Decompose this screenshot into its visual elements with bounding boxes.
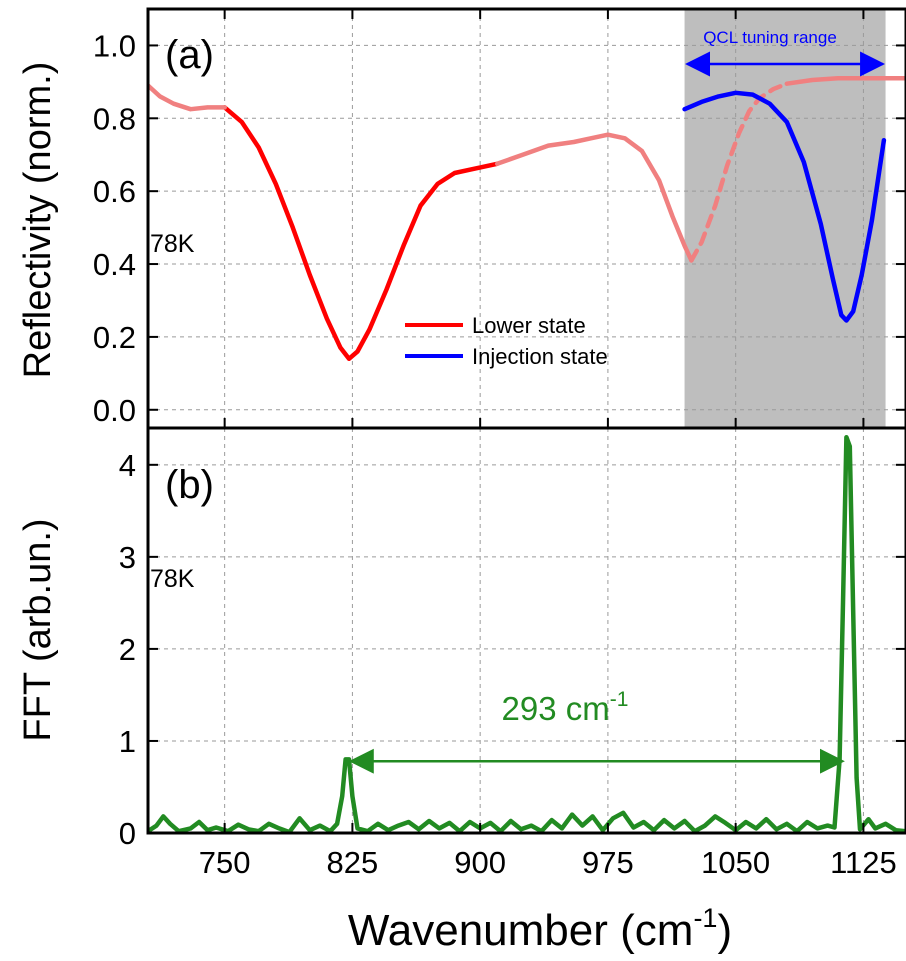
y-ticks-a: 0.0 0.2 0.4 0.6 0.8 1.0 xyxy=(93,28,906,428)
spacing-annotation: 293 cm-1 xyxy=(502,688,629,727)
x-tick-label-825: 825 xyxy=(327,845,379,880)
y-tick-label-a-0-4: 0.4 xyxy=(93,247,136,282)
x-axis-label: Wavenumber (cm-1) xyxy=(348,903,732,955)
y-tick-label-a-0-0: 0.0 xyxy=(93,393,136,428)
grid-a xyxy=(148,9,906,428)
series-line-a-segment-3 xyxy=(689,81,790,263)
y-tick-label-b-3: 3 xyxy=(119,540,136,575)
y-tick-label-a-0-6: 0.6 xyxy=(93,174,136,209)
y-tick-label-b-2: 2 xyxy=(119,632,136,667)
x-axis-label-main: Wavenumber (cm xyxy=(348,906,694,955)
y-tick-label-a-0-2: 0.2 xyxy=(93,320,136,355)
legend-label-lower-state: Lower state xyxy=(472,313,586,338)
qcl-tuning-range-label: QCL tuning range xyxy=(703,28,837,47)
x-ticks: 750 825 900 975 1050 1125 xyxy=(199,9,897,880)
y-axis-label-b: FFT (arb.un.) xyxy=(17,518,59,741)
series-a xyxy=(148,75,906,362)
y-tick-label-a-0-8: 0.8 xyxy=(93,101,136,136)
panel-a: 0.0 0.2 0.4 0.6 0.8 1.0 (a) 78K QCL tuning ra… xyxy=(17,9,906,428)
x-tick-label-1125: 1125 xyxy=(830,845,897,880)
x-tick-label-750: 750 xyxy=(199,845,251,880)
y-ticks-b: 0 1 2 3 4 xyxy=(119,448,906,851)
spacing-annotation-sup: -1 xyxy=(610,688,629,711)
x-tick-label-1050: 1050 xyxy=(701,845,770,880)
y-axis-label-a: Reflectivity (norm.) xyxy=(17,62,59,379)
grid-b xyxy=(148,428,906,834)
series-line-a-lower-state xyxy=(222,105,500,362)
temperature-label-b: 78K xyxy=(150,565,195,593)
series-line-a-segment-4 xyxy=(784,75,906,86)
plot-frame xyxy=(146,7,906,835)
series-b xyxy=(148,434,906,833)
y-tick-label-b-0: 0 xyxy=(119,816,136,851)
x-axis-label-end: ) xyxy=(717,906,732,955)
x-tick-label-900: 900 xyxy=(454,845,506,880)
series-line-a-segment-2 xyxy=(494,132,694,263)
series-line-a-injection-state xyxy=(682,90,887,323)
series-line-a-segment-1 xyxy=(148,83,227,112)
panel-label-b: (b) xyxy=(165,463,214,507)
panel-label-a: (a) xyxy=(165,33,214,77)
x-tick-label-975: 975 xyxy=(582,845,634,880)
legend: Lower state Injection state xyxy=(405,313,608,369)
y-tick-label-b-1: 1 xyxy=(119,724,136,759)
y-tick-label-a-1-0: 1.0 xyxy=(93,28,136,63)
qcl-tuning-range-shade xyxy=(684,9,886,428)
spacing-annotation-value: 293 cm xyxy=(502,690,610,727)
temperature-label-a: 78K xyxy=(150,230,195,258)
legend-label-injection-state: Injection state xyxy=(472,344,608,369)
panel-b: 0 1 2 3 4 750 825 900 975 1050 1125 (b) 78K 293 c… xyxy=(17,9,906,955)
series-line-b-fft xyxy=(148,434,906,833)
y-tick-label-b-4: 4 xyxy=(119,448,136,483)
x-axis-label-sup: -1 xyxy=(693,903,717,933)
